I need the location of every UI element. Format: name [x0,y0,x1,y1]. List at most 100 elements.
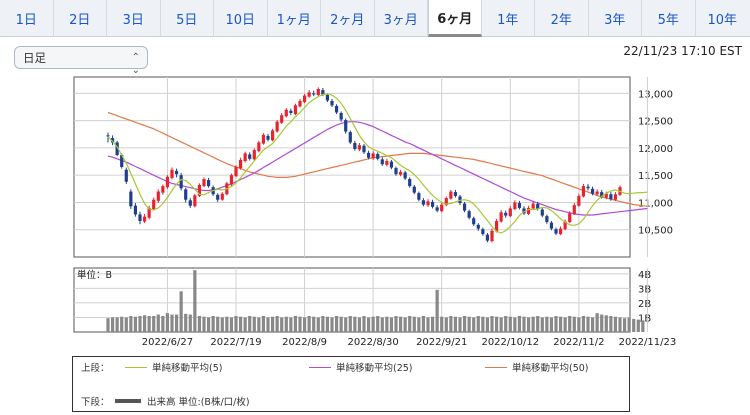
candle-body [234,167,238,177]
volume-bar [316,317,320,332]
volume-bar [197,316,202,332]
tab-period-7[interactable]: 3ヶ月 [375,0,428,37]
volume-bar [549,317,554,332]
volume-tick-label: 1B [638,313,651,324]
candle-body [353,143,357,149]
candle-body [398,171,403,175]
candle-body [426,201,430,206]
volume-bar [627,317,631,332]
ma5-swatch [125,366,147,368]
candle-body [229,175,234,185]
volume-bar [147,316,151,332]
volume-bar [257,317,261,332]
volume-bar [252,316,256,332]
volume-bar [490,316,494,332]
candle-body [577,195,581,206]
candle-body [106,135,110,137]
candle-body [129,191,133,207]
tab-period-6[interactable]: 2ヶ月 [321,0,375,37]
candle-body [238,159,243,169]
date-tick-label: 2022/6/27 [142,337,193,348]
volume-bar [188,314,192,332]
candle-body [275,121,279,132]
volume-bar [348,316,352,332]
volume-bar [517,316,522,332]
candle-body [289,110,293,113]
volume-bar [540,317,544,332]
volume-bar [545,316,549,332]
volume-bar [334,316,339,332]
volume-bar [572,316,576,332]
volume-bar [458,317,462,332]
legend-upper-row: 上段： 単純移動平均(5) 単純移動平均(25) 単純移動平均(50) [81,360,589,374]
tab-period-11[interactable]: 3年 [589,0,642,37]
candle-body [435,207,439,211]
volume-bar [568,316,572,332]
volume-bar [581,316,586,332]
candle-body [110,138,115,143]
tab-period-3[interactable]: 5日 [161,0,214,37]
volume-bar [499,317,503,332]
volume-bar [366,317,371,332]
chevron-updown-icon: ⌃ ⌄ [131,52,140,76]
volume-tick-label: 4B [638,270,651,281]
tab-period-9[interactable]: 1年 [482,0,535,37]
volume-bar [138,316,142,332]
candle-body [156,191,160,201]
volume-bar [156,314,160,332]
candle-body [325,95,330,101]
candle-body [280,115,284,123]
candle-body [485,234,490,241]
tab-period-13[interactable]: 10年 [707,13,738,28]
candle-body [206,180,211,187]
candle-body [604,193,608,198]
candle-body [266,135,270,140]
volume-bar [142,315,147,332]
date-tick-label: 2022/8/9 [282,337,327,348]
tab-period-5[interactable]: 1ヶ月 [268,0,321,37]
candle-body [440,204,444,212]
tab-period-0[interactable]: 1日 [0,0,54,37]
candle-body [586,186,590,189]
volume-bar [202,316,206,332]
volume-bar [421,316,426,332]
tab-period-10[interactable]: 2年 [535,0,589,37]
tab-period-12[interactable]: 5年 [642,0,696,37]
volume-bar [494,316,499,332]
volume-bar [426,317,430,332]
candle-body [202,179,206,187]
volume-bar [481,316,485,332]
date-tick-label: 2022/7/19 [210,337,261,348]
tab-period-1[interactable]: 2日 [54,0,107,37]
candle-body [504,212,508,216]
candle-body [385,161,389,165]
volume-bar [385,316,389,332]
volume-unit-label: 単位：B [77,269,112,281]
volume-bar [229,317,234,332]
timestamp: 22/11/23 17:10 EST [623,44,742,58]
price-panel [73,76,631,258]
volume-bar [508,316,512,332]
candle-body [499,212,503,222]
volume-bar [394,316,398,332]
volume-bar [531,316,535,332]
legend-lower-row: 下段： 出来高 単位:(B株/口/枚) [81,394,250,408]
volume-bar [330,317,334,332]
volume-bar [472,317,476,332]
candle-body [302,95,307,103]
volume-bar [362,316,366,332]
volume-bar [325,316,330,332]
candle-body [389,161,394,168]
legend-volume-label: 出来高 単位:(B株/口/枚) [147,397,250,408]
interval-select[interactable]: 日足 ⌃ ⌄ [14,46,148,76]
candle-body [293,105,298,115]
candle-body [257,142,261,152]
price-tick-label: 10,500 [638,226,673,237]
price-tick-label: 11,000 [638,198,673,209]
tab-period-8[interactable]: 6ヶ月 [428,0,482,37]
tab-period-4[interactable]: 10日 [214,0,268,37]
volume-tick-label: 3B [638,284,651,295]
tab-period-2[interactable]: 3日 [107,0,161,37]
volume-bar [440,316,444,332]
candle-body [197,185,202,196]
